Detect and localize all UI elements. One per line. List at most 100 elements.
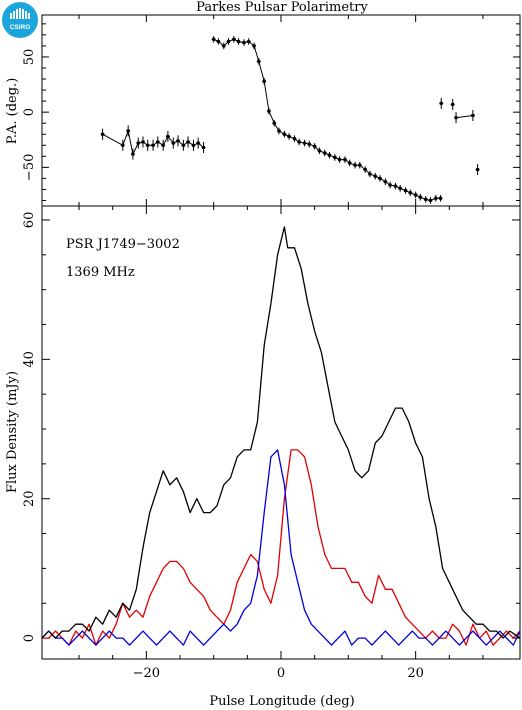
pa-point (393, 184, 397, 188)
total-intensity-line (41, 226, 521, 639)
pa-point (418, 195, 422, 199)
pa-point (368, 172, 372, 176)
profile-y-tick-label: 0 (22, 634, 37, 642)
pa-point (378, 176, 382, 180)
pa-point (121, 143, 125, 147)
pa-point (434, 196, 438, 200)
pa-point (297, 140, 301, 144)
profile-panel: −20 0 20 0 20 40 60 PSR J1749−3002 1369 MHz Fl… (5, 205, 521, 709)
circular-polarization-line (41, 449, 521, 646)
profile-xlabel: Pulse Longitude (deg) (209, 694, 354, 709)
pa-point (186, 140, 190, 144)
pa-y-tick-label: 50 (22, 49, 37, 66)
profile-y-tick-label: 40 (22, 351, 37, 368)
pa-point (277, 129, 281, 133)
pa-point (267, 109, 271, 113)
pa-point (363, 168, 367, 172)
profile-axis-ticks: −20 0 20 0 20 40 60 (22, 206, 520, 681)
pa-axis-ticks: −50 0 50 (22, 15, 520, 206)
pa-point (202, 145, 206, 149)
pa-point (156, 140, 160, 144)
pa-y-tick-label: 0 (22, 108, 37, 116)
observing-frequency: 1369 MHz (66, 265, 135, 280)
pa-point (216, 39, 220, 43)
pa-point (303, 141, 307, 145)
pa-point (146, 143, 150, 147)
pa-point (272, 121, 276, 125)
pa-point (428, 198, 432, 202)
pa-point (373, 174, 377, 178)
csiro-logo-circle (2, 2, 38, 38)
pa-point (313, 144, 317, 148)
pa-point (126, 129, 130, 133)
pa-point (451, 102, 455, 106)
pa-point (358, 163, 362, 167)
pa-point (424, 197, 428, 201)
pa-point (338, 158, 342, 162)
pa-point (196, 141, 200, 145)
pa-point (232, 37, 236, 41)
pa-point (348, 161, 352, 165)
pa-point (388, 183, 392, 187)
pa-point (252, 44, 256, 48)
pa-point (398, 186, 402, 190)
pa-point (476, 168, 480, 172)
pa-point (439, 196, 443, 200)
pa-point (307, 142, 311, 146)
pa-y-tick-label: −50 (22, 154, 37, 181)
pa-data (100, 35, 480, 204)
pa-point (151, 143, 155, 147)
pa-point (262, 79, 266, 83)
pa-point (101, 132, 105, 136)
csiro-logo-bars (10, 8, 30, 19)
pa-point (171, 141, 175, 145)
pulsar-name: PSR J1749−3002 (66, 237, 180, 252)
pa-point (166, 134, 170, 138)
pa-point (317, 149, 321, 153)
pa-point (161, 143, 165, 147)
pa-point (282, 132, 286, 136)
pa-point (131, 152, 135, 156)
pa-point (471, 113, 475, 117)
profile-y-tick-label: 60 (22, 212, 37, 229)
pa-point (414, 193, 418, 197)
pa-point (181, 143, 185, 147)
pa-panel: −50 0 50 P.A. (deg.) (5, 14, 521, 207)
pa-point (176, 139, 180, 143)
pa-point (222, 44, 226, 48)
pa-point (242, 41, 246, 45)
profile-series (41, 226, 521, 646)
pa-segment-line (455, 115, 473, 119)
profile-y-tick-label: 20 (22, 490, 37, 507)
pa-point (404, 189, 408, 193)
pa-point (287, 134, 291, 138)
pa-segment-line (213, 38, 441, 202)
pa-point (343, 158, 347, 162)
pa-point (191, 143, 195, 147)
pa-point (333, 155, 337, 159)
pa-point (237, 39, 241, 43)
pa-point (292, 137, 296, 141)
pa-point (257, 59, 261, 63)
pa-point (136, 141, 140, 145)
pa-point (408, 191, 412, 195)
pa-point (353, 163, 357, 167)
pa-point (383, 180, 387, 184)
profile-x-tick-label: 0 (277, 666, 285, 681)
pa-point (141, 140, 145, 144)
profile-ylabel: Flux Density (mJy) (5, 371, 20, 493)
chart-title: Parkes Pulsar Polarimetry (196, 0, 368, 15)
pa-point (247, 39, 251, 43)
pa-point (439, 101, 443, 105)
pa-point (327, 153, 331, 157)
pa-point (212, 37, 216, 41)
pa-point (454, 116, 458, 120)
pa-point (323, 151, 327, 155)
profile-x-tick-label: 20 (407, 666, 424, 681)
pa-point (226, 39, 230, 43)
csiro-logo-text: CSIRO (10, 24, 31, 31)
csiro-logo: CSIRO (2, 2, 38, 38)
profile-x-tick-label: −20 (133, 666, 160, 681)
